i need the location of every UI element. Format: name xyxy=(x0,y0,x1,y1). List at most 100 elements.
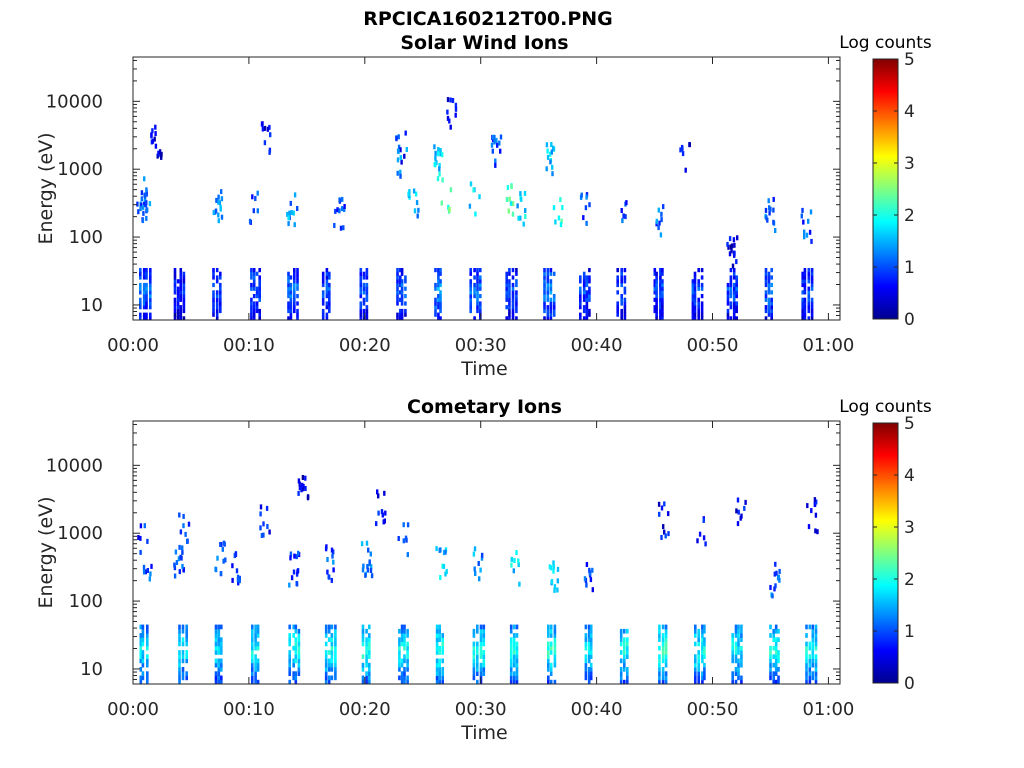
heat-cell xyxy=(178,679,181,685)
heat-cell xyxy=(182,297,186,302)
heat-cell xyxy=(764,268,768,273)
heat-cell xyxy=(334,675,337,681)
heat-cell xyxy=(362,275,366,280)
heat-point xyxy=(658,220,661,226)
heat-cell xyxy=(589,624,593,630)
heat-point xyxy=(263,125,267,131)
heat-cell xyxy=(176,297,180,302)
heat-point xyxy=(178,512,181,518)
heat-cell xyxy=(505,297,508,302)
heat-point xyxy=(434,150,437,156)
heat-cell xyxy=(321,271,325,276)
heat-cell xyxy=(214,628,218,634)
heat-cell xyxy=(805,679,808,685)
heat-cell xyxy=(588,275,591,280)
heat-cell xyxy=(365,662,368,668)
heat-cell xyxy=(509,641,513,647)
heat-cell xyxy=(321,282,325,288)
heat-cell xyxy=(181,641,185,647)
heat-cell xyxy=(146,658,149,664)
heat-cell xyxy=(509,628,513,634)
heat-cell xyxy=(214,624,218,630)
heat-cell xyxy=(472,662,476,668)
heat-cell xyxy=(181,658,185,664)
heat-cell xyxy=(511,301,515,306)
heat-cell xyxy=(619,641,623,647)
heat-cell xyxy=(173,271,177,276)
heat-point xyxy=(137,535,140,540)
heat-point xyxy=(657,501,661,507)
heat-cell xyxy=(435,679,439,685)
heat-cell xyxy=(139,290,142,295)
heat-cell xyxy=(399,316,402,321)
heat-point xyxy=(519,215,522,221)
heat-cell xyxy=(694,633,697,638)
heat-cell xyxy=(439,297,442,302)
heat-cell xyxy=(811,645,815,651)
heat-cell xyxy=(479,650,483,655)
heat-cell xyxy=(659,305,662,310)
heat-cell xyxy=(803,279,807,284)
heat-cell xyxy=(767,282,771,288)
heat-cell xyxy=(697,633,700,638)
heat-cell xyxy=(469,297,472,302)
heat-point xyxy=(549,159,552,165)
heat-cell xyxy=(661,301,664,306)
heat-cell xyxy=(770,312,773,317)
heat-cell xyxy=(777,628,780,634)
heat-point xyxy=(583,576,587,582)
heat-cell xyxy=(774,658,778,664)
heat-cell xyxy=(585,279,589,284)
heat-cell xyxy=(735,286,738,291)
heat-cell xyxy=(403,645,406,651)
heat-point xyxy=(306,495,310,501)
heat-cell xyxy=(661,637,665,642)
heat-point xyxy=(442,550,446,556)
heat-point xyxy=(397,134,400,140)
heat-cell xyxy=(139,297,142,302)
heat-cell xyxy=(658,658,661,664)
heat-cell xyxy=(173,290,177,295)
heat-cell xyxy=(359,271,363,276)
heat-cell xyxy=(691,297,695,302)
heat-cell xyxy=(814,654,818,659)
heat-point xyxy=(150,132,153,138)
heat-cell xyxy=(256,633,260,638)
heat-cell xyxy=(764,316,768,321)
heat-cell xyxy=(552,297,556,302)
heat-cell xyxy=(546,308,550,314)
heat-cell xyxy=(740,624,743,630)
heat-point xyxy=(144,569,147,575)
heat-cell xyxy=(735,294,738,299)
heat-point xyxy=(377,510,380,516)
heat-point xyxy=(220,196,224,202)
heat-cell xyxy=(438,650,441,655)
heat-cell xyxy=(616,301,619,306)
heat-cell xyxy=(587,628,591,634)
heat-point xyxy=(341,196,344,202)
heat-cell xyxy=(549,633,553,638)
heat-cell xyxy=(404,275,407,280)
heat-point xyxy=(663,501,666,507)
heat-point xyxy=(441,152,444,158)
heat-cell xyxy=(549,297,553,302)
heat-cell xyxy=(328,271,331,276)
heat-cell xyxy=(296,271,299,276)
heat-point xyxy=(298,481,301,487)
heat-point xyxy=(215,197,218,203)
heat-cell xyxy=(473,268,476,273)
heat-cell xyxy=(734,667,738,672)
heat-cell xyxy=(770,297,773,302)
heat-cell xyxy=(178,650,181,655)
heat-cell xyxy=(296,312,299,317)
heat-point xyxy=(180,555,183,561)
heat-point xyxy=(625,200,628,206)
heat-point xyxy=(397,144,401,150)
heat-cell xyxy=(701,637,704,642)
heat-cell xyxy=(546,290,550,295)
heat-cell xyxy=(691,312,695,317)
heat-cell xyxy=(737,671,740,676)
heat-cell xyxy=(334,637,337,642)
heat-cell xyxy=(437,305,440,310)
heat-cell xyxy=(437,316,440,321)
